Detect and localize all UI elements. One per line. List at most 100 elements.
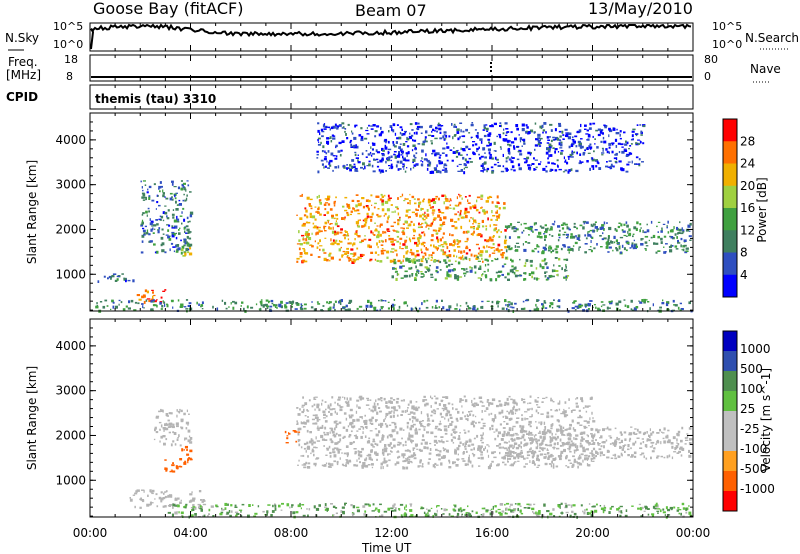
data-cell	[372, 170, 376, 173]
data-cell	[639, 301, 643, 304]
data-cell	[403, 453, 406, 456]
data-cell	[618, 222, 621, 224]
data-cell	[164, 423, 167, 427]
data-cell	[434, 168, 436, 171]
data-cell	[609, 443, 612, 445]
data-cell	[168, 494, 173, 497]
data-cell	[307, 466, 311, 469]
data-cell	[442, 221, 446, 224]
data-cell	[596, 228, 599, 231]
data-cell	[376, 403, 379, 406]
data-cell	[225, 307, 228, 310]
data-cell	[477, 277, 481, 279]
colorbar-segment	[723, 208, 737, 231]
data-cell	[142, 193, 146, 197]
data-cell	[309, 215, 313, 218]
data-cell	[477, 447, 480, 451]
data-cell	[553, 269, 556, 272]
data-cell	[176, 409, 178, 412]
data-cell	[410, 248, 413, 252]
data-cell	[403, 399, 405, 402]
data-cell	[344, 209, 348, 212]
data-cell	[176, 204, 178, 206]
data-cell	[403, 200, 406, 202]
data-cell	[464, 158, 467, 162]
data-cell	[580, 431, 584, 435]
data-cell	[188, 435, 191, 438]
data-cell	[313, 398, 317, 400]
data-cell	[481, 401, 484, 404]
data-cell	[380, 425, 383, 428]
data-cell	[504, 463, 507, 466]
data-cell	[382, 249, 386, 252]
data-cell	[340, 246, 342, 249]
data-cell	[443, 201, 445, 205]
data-cell	[215, 504, 218, 507]
data-cell	[369, 430, 373, 432]
data-cell	[447, 425, 450, 428]
data-cell	[647, 513, 650, 516]
data-cell	[389, 434, 393, 438]
data-cell	[140, 251, 144, 254]
data-cell	[255, 303, 258, 306]
data-cell	[616, 436, 618, 440]
data-cell	[602, 148, 604, 152]
data-cell	[362, 464, 366, 468]
data-cell	[587, 134, 591, 138]
data-cell	[153, 243, 156, 246]
data-cell	[496, 301, 501, 303]
data-cell	[555, 270, 559, 272]
data-cell	[608, 300, 612, 303]
data-cell	[525, 442, 529, 445]
data-cell	[513, 272, 516, 275]
data-cell	[514, 432, 518, 435]
data-cell	[677, 433, 680, 437]
data-cell	[120, 301, 123, 304]
data-cell	[540, 421, 543, 425]
data-cell	[640, 243, 644, 246]
data-cell	[661, 229, 663, 231]
data-cell	[565, 511, 569, 514]
data-cell	[571, 442, 575, 446]
data-cell	[394, 422, 397, 426]
data-cell	[441, 407, 446, 410]
data-cell	[456, 512, 460, 516]
data-cell	[326, 219, 330, 222]
data-cell	[423, 428, 426, 431]
data-cell	[688, 301, 691, 305]
data-cell	[398, 136, 402, 140]
data-cell	[582, 510, 584, 513]
data-cell	[507, 304, 509, 308]
data-cell	[314, 422, 318, 425]
data-cell	[500, 253, 503, 256]
data-cell	[371, 164, 374, 168]
data-cell	[452, 431, 456, 433]
data-cell	[480, 278, 482, 281]
data-cell	[688, 505, 690, 507]
data-cell	[478, 396, 483, 399]
data-cell	[460, 169, 463, 172]
data-cell	[457, 410, 460, 414]
data-cell	[431, 153, 434, 155]
data-cell	[526, 454, 531, 457]
data-cell	[172, 440, 175, 443]
data-cell	[578, 239, 581, 241]
data-cell	[364, 166, 366, 170]
data-cell	[511, 439, 514, 442]
data-cell	[355, 221, 359, 225]
data-cell	[584, 251, 587, 254]
data-cell	[558, 233, 561, 236]
data-cell	[435, 397, 439, 400]
data-cell	[212, 515, 215, 517]
data-cell	[338, 141, 342, 145]
data-cell	[473, 206, 477, 209]
data-cell	[641, 438, 644, 440]
data-cell	[528, 402, 532, 404]
data-cell	[557, 435, 559, 439]
data-cell	[363, 223, 367, 227]
data-cell	[436, 408, 439, 410]
data-cell	[574, 437, 578, 441]
data-cell	[291, 305, 293, 308]
data-cell	[430, 254, 433, 257]
data-cell	[365, 129, 369, 132]
